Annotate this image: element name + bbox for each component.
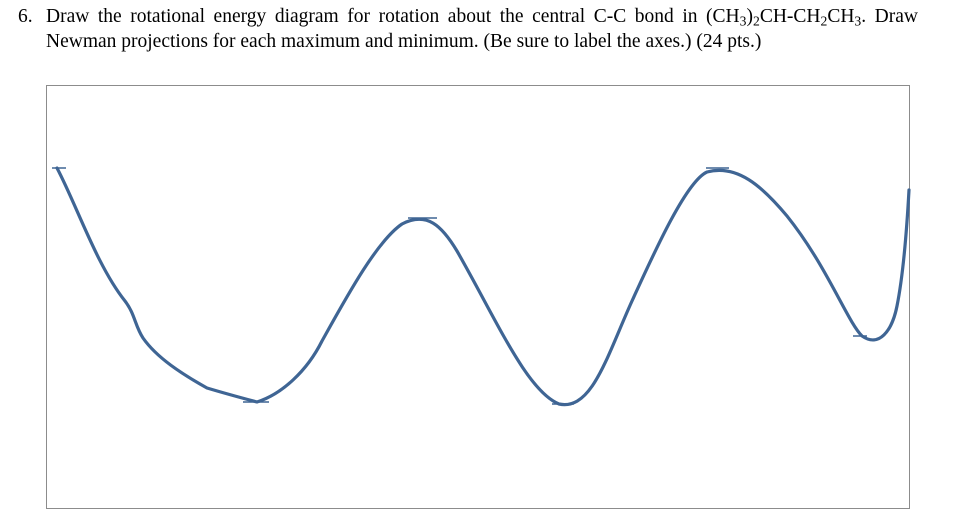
question-text-part1: Draw the rotational energy diagram for r… <box>46 6 740 27</box>
question-text-part3: CH-CH <box>759 6 821 27</box>
question-text-part4: CH <box>827 6 855 27</box>
subscript-1: 3 <box>739 13 747 29</box>
subscript-2: 2 <box>752 13 760 29</box>
subscript-3: 2 <box>820 13 828 29</box>
question-block: 6. Draw the rotational energy diagram fo… <box>18 4 918 54</box>
question-text: Draw the rotational energy diagram for r… <box>46 4 918 54</box>
question-number: 6. <box>18 6 33 27</box>
energy-curve <box>55 166 911 407</box>
question-text-part2: ) <box>746 6 753 27</box>
subscript-4: 3 <box>854 13 862 29</box>
energy-diagram-frame <box>46 85 911 509</box>
question-text-part5: . Draw Newman projections for each maxim… <box>46 6 918 52</box>
energy-diagram-svg <box>52 166 911 407</box>
